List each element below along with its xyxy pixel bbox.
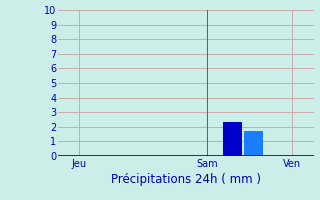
Bar	[223, 122, 242, 156]
X-axis label: Précipitations 24h ( mm ): Précipitations 24h ( mm )	[111, 173, 260, 186]
Bar	[244, 131, 263, 156]
